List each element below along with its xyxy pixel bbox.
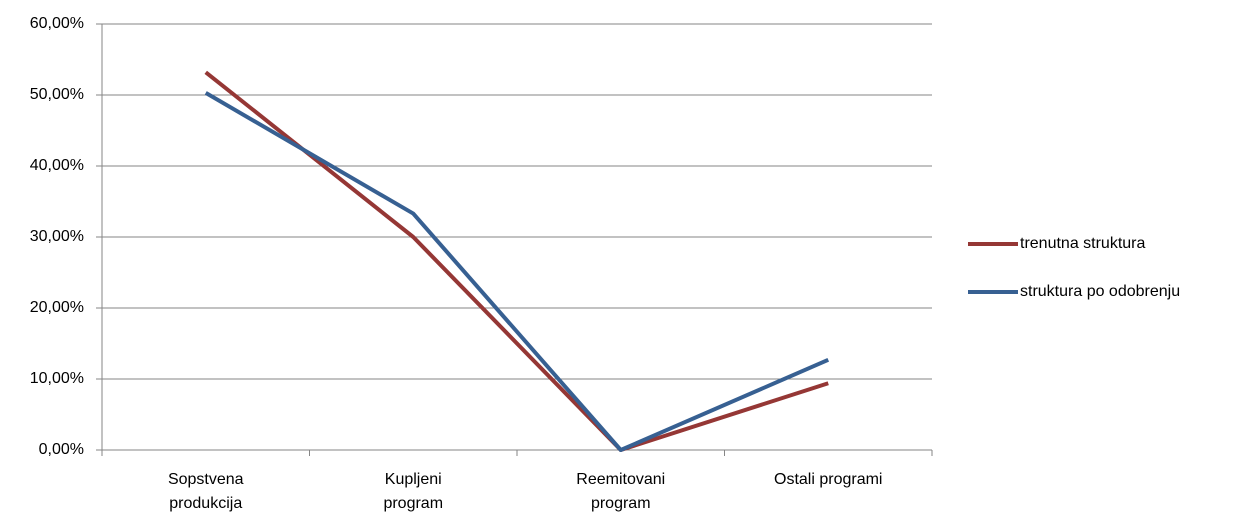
x-tick-label: Reemitovani program — [576, 471, 666, 512]
x-tick-label: Kupljeni program — [383, 471, 444, 512]
x-tick-label: Sopstvena produkcija — [167, 471, 244, 512]
legend-label: struktura po odobrenju — [1020, 283, 1180, 300]
y-tick-label: 40,00% — [30, 157, 84, 174]
y-tick-label: 30,00% — [30, 228, 84, 245]
y-tick-label: 20,00% — [30, 299, 84, 316]
y-tick-label: 60,00% — [30, 15, 84, 32]
y-tick-label: 0,00% — [39, 441, 84, 458]
y-tick-label: 50,00% — [30, 86, 84, 103]
y-tick-label: 10,00% — [30, 370, 84, 387]
series-line — [204, 91, 830, 452]
x-tick-label: Ostali programi — [774, 471, 883, 488]
series-line — [204, 70, 829, 452]
legend-label: trenutna struktura — [1020, 235, 1146, 252]
